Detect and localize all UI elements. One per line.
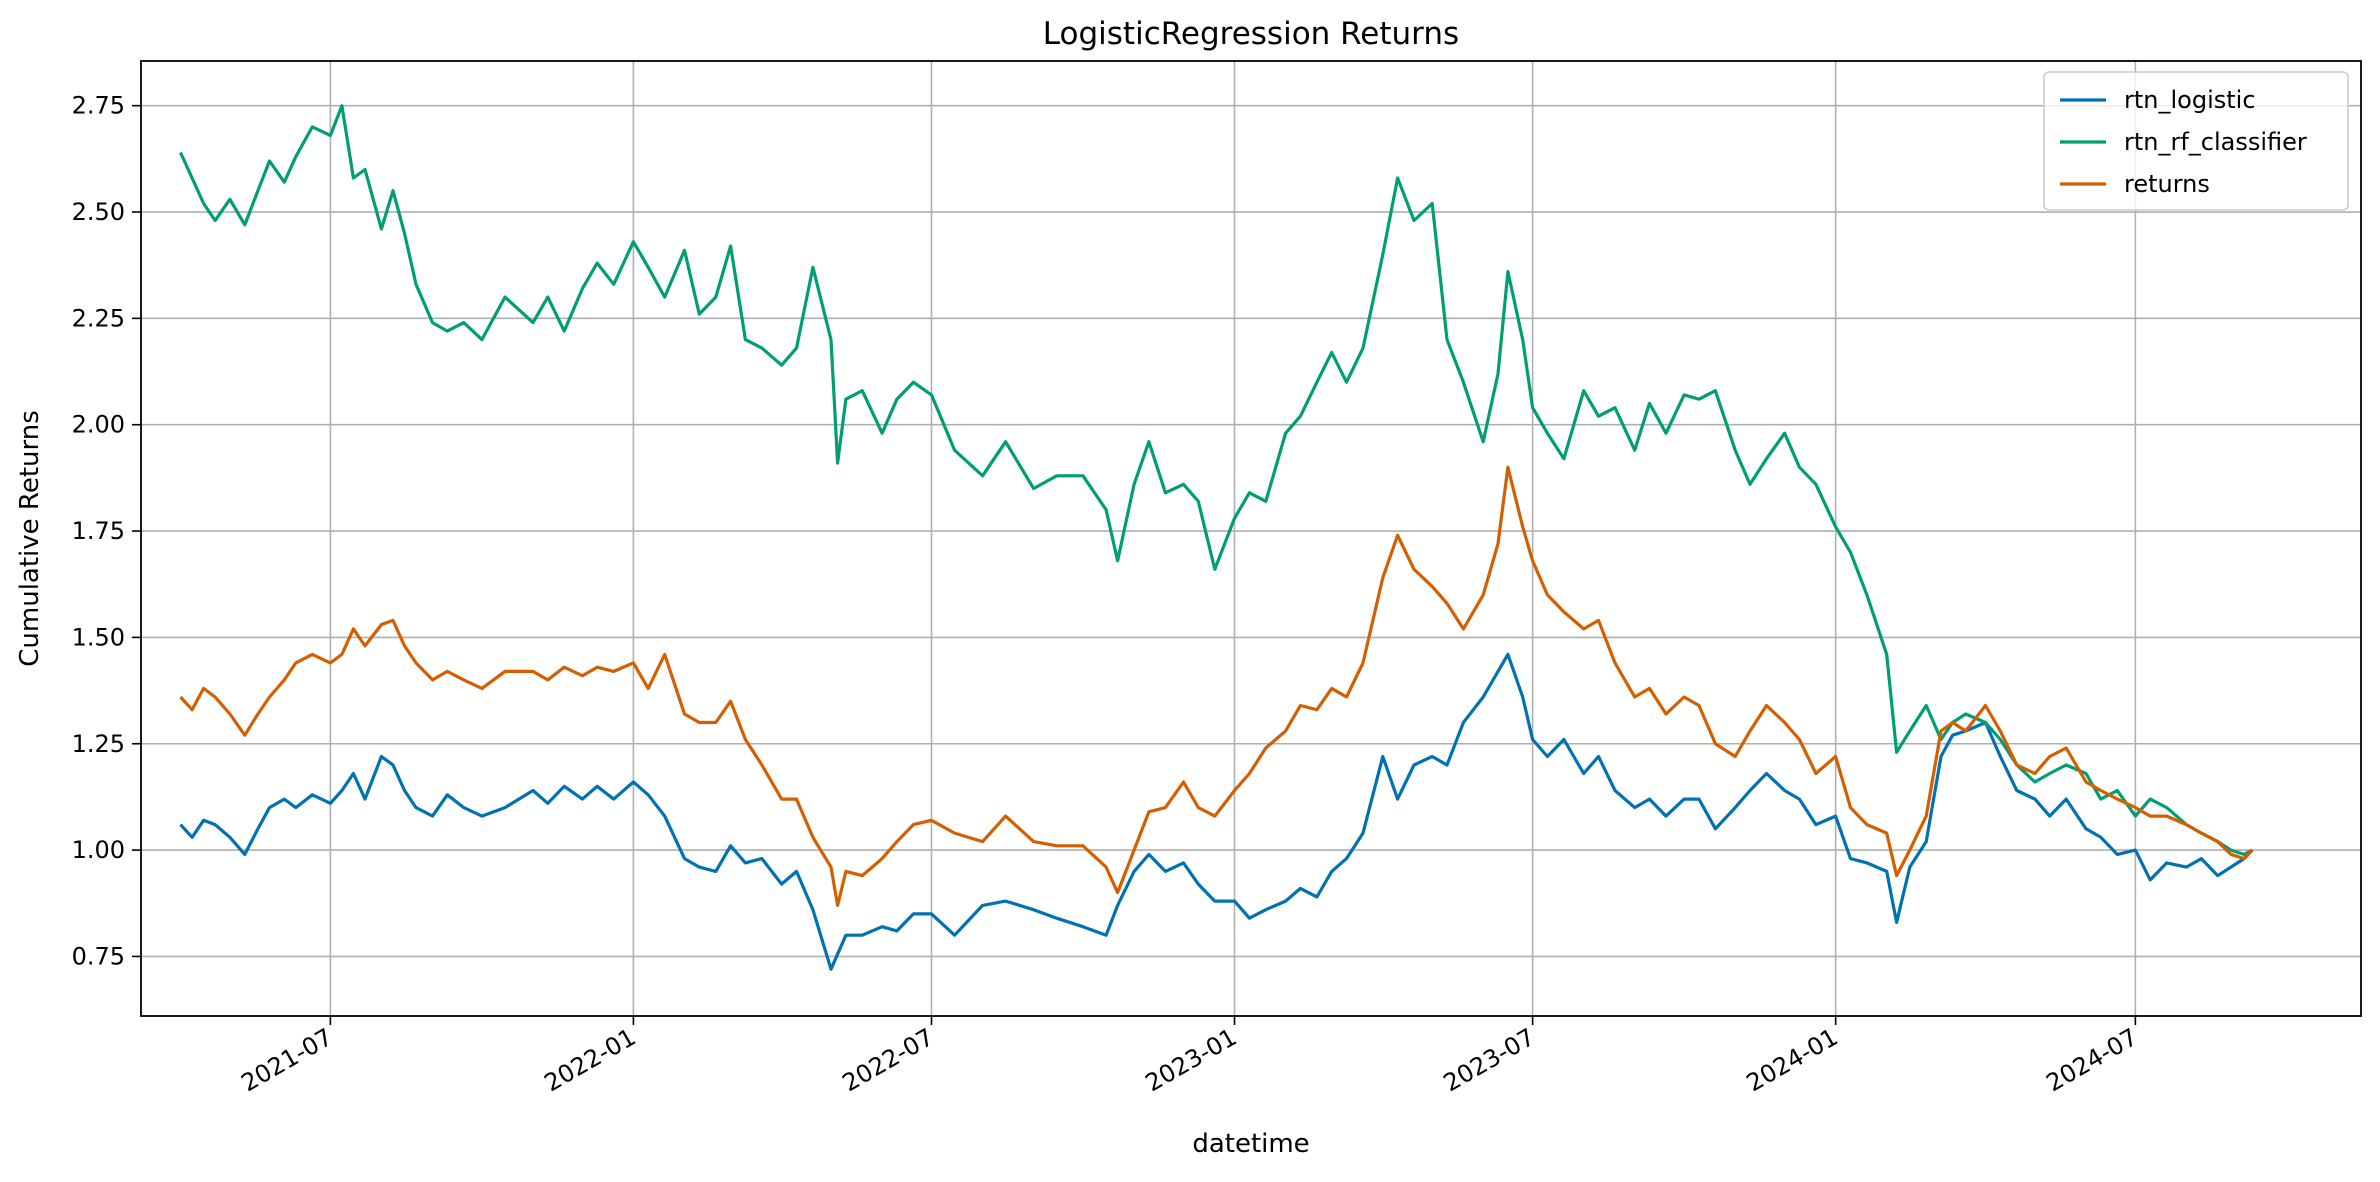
y-tick-label: 0.75 xyxy=(72,942,125,970)
series-line-returns xyxy=(179,465,2254,907)
legend-label: returns xyxy=(2124,170,2210,198)
series-line-rtn_rf_classifier xyxy=(179,104,2254,856)
y-tick-label: 2.75 xyxy=(72,92,125,120)
y-tick-label: 2.50 xyxy=(72,198,125,226)
y-tick-label: 1.50 xyxy=(72,623,125,651)
x-axis-label: datetime xyxy=(1192,1129,1309,1159)
legend-box xyxy=(2043,71,2349,211)
legend-label: rtn_rf_classifier xyxy=(2124,128,2307,156)
legend-label: rtn_logistic xyxy=(2124,86,2256,114)
y-tick-label: 2.25 xyxy=(72,304,125,332)
y-axis-label: Cumulative Returns xyxy=(15,410,45,666)
series-line-rtn_logistic xyxy=(179,652,2254,971)
grid-lines xyxy=(141,61,2361,1016)
y-tick-label: 1.00 xyxy=(72,836,125,864)
chart-title: LogisticRegression Returns xyxy=(1043,16,1459,52)
y-axis-ticks: 0.75 1.00 1.25 1.50 1.75 2.00 2.25 2.50 2.75 xyxy=(72,92,141,970)
y-tick-label: 1.75 xyxy=(72,517,125,545)
y-tick-label: 2.00 xyxy=(72,411,125,439)
series-lines xyxy=(179,104,2254,971)
y-tick-label: 1.25 xyxy=(72,730,125,758)
plot-frame xyxy=(140,60,2362,1017)
